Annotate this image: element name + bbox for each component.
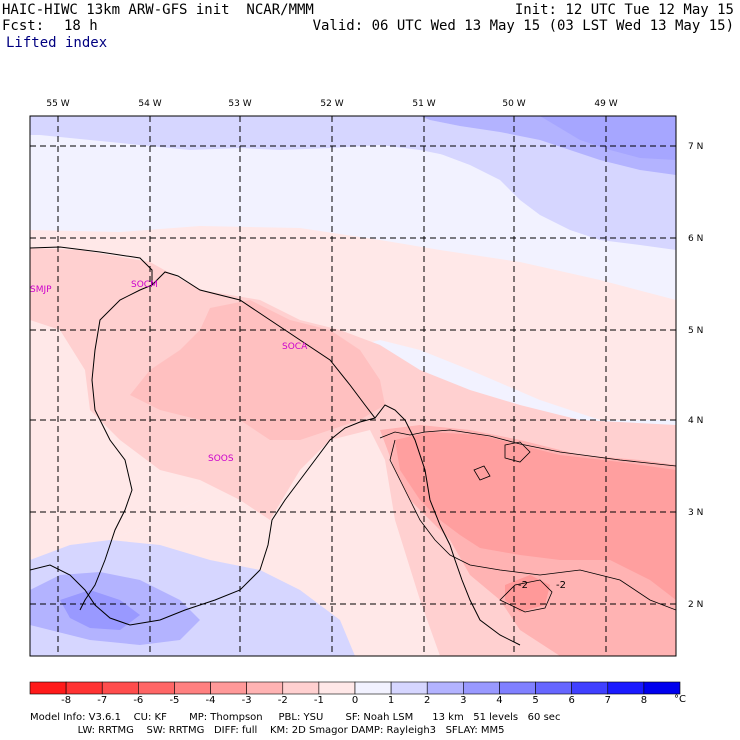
colorbar-swatch — [318, 681, 356, 695]
coastlines-borders — [30, 246, 676, 646]
colorbar-swatch — [607, 681, 645, 695]
colorbar-swatch — [65, 681, 103, 695]
colorbar-swatch — [282, 681, 320, 695]
colorbar-label: 8 — [640, 695, 648, 706]
lon-label-52w: 52 W — [320, 99, 343, 109]
colorbar-swatch — [535, 681, 572, 695]
lat-label-2n: 2 N — [688, 600, 703, 610]
colorbar-label: -8 — [61, 695, 72, 706]
colorbar-swatch — [354, 681, 392, 695]
colorbar-swatch — [210, 681, 247, 695]
colorbar — [29, 681, 681, 695]
colorbar-swatch — [426, 681, 464, 695]
colorbar-label: -5 — [169, 695, 180, 706]
shaded-field — [30, 116, 676, 656]
colorbar-swatch — [246, 681, 284, 695]
colorbar-label: 4 — [496, 695, 503, 706]
forecast-hour: 18 h — [64, 18, 98, 34]
valid-time: Valid: 06 UTC Wed 13 May 15 (03 LST Wed … — [312, 18, 734, 34]
lon-label-50w: 50 W — [502, 99, 525, 109]
colorbar-swatch — [643, 681, 681, 695]
colorbar-swatch — [571, 681, 609, 695]
lon-label-54w: 54 W — [138, 99, 161, 109]
lat-lon-grid — [30, 116, 676, 656]
model-info-line2: LW: RRTMG SW: RRTMG DIFF: full KM: 2D Sm… — [30, 725, 505, 736]
colorbar-swatch — [390, 681, 428, 695]
colorbar-label: -7 — [97, 695, 108, 706]
lon-label-55w: 55 W — [46, 99, 69, 109]
station-soos: SOOS — [208, 454, 234, 464]
init-time: Init: 12 UTC Tue 12 May 15 — [514, 2, 734, 18]
colorbar-label: 5 — [532, 695, 539, 706]
contour-label: -2 — [518, 580, 528, 591]
colorbar-label: 0 — [351, 695, 359, 706]
contour-label: -2 — [556, 580, 566, 591]
colorbar-label: 7 — [604, 695, 611, 706]
lon-label-53w: 53 W — [228, 99, 251, 109]
colorbar-label: 6 — [568, 695, 575, 706]
lat-label-6n: 6 N — [688, 234, 703, 244]
model-info-line1: Model Info: V3.6.1 CU: KF MP: Thompson P… — [30, 712, 561, 723]
colorbar-swatch — [101, 681, 139, 695]
colorbar-swatch — [138, 681, 175, 695]
field-name: Lifted index — [6, 35, 108, 51]
colorbar-swatch — [463, 681, 500, 695]
colorbar-label: 3 — [460, 695, 467, 706]
colorbar-label: 2 — [424, 695, 431, 706]
station-socm: SOCM — [131, 280, 158, 290]
colorbar-label: -6 — [133, 695, 144, 706]
model-title: HAIC-HIWC 13km ARW-GFS init NCAR/MMM — [2, 2, 314, 18]
lat-label-5n: 5 N — [688, 326, 703, 336]
lon-label-49w: 49 W — [594, 99, 617, 109]
colorbar-label: -2 — [277, 695, 288, 706]
colorbar-swatch — [499, 681, 536, 695]
colorbar-swatch — [174, 681, 211, 695]
lat-label-3n: 3 N — [688, 508, 703, 518]
lat-label-7n: 7 N — [688, 142, 703, 152]
forecast-label: Fcst: — [2, 18, 45, 34]
colorbar-label: -1 — [313, 695, 324, 706]
station-smjp: SMJP — [30, 285, 52, 295]
lon-label-51w: 51 W — [412, 99, 435, 109]
colorbar-unit: °C — [674, 694, 686, 705]
map-frame — [29, 115, 677, 657]
colorbar-label: 1 — [387, 695, 395, 706]
station-soca: SOCA — [282, 342, 308, 352]
colorbar-label: -4 — [205, 695, 216, 706]
lat-label-4n: 4 N — [688, 416, 703, 426]
colorbar-swatch — [29, 681, 67, 695]
colorbar-label: -3 — [241, 695, 252, 706]
